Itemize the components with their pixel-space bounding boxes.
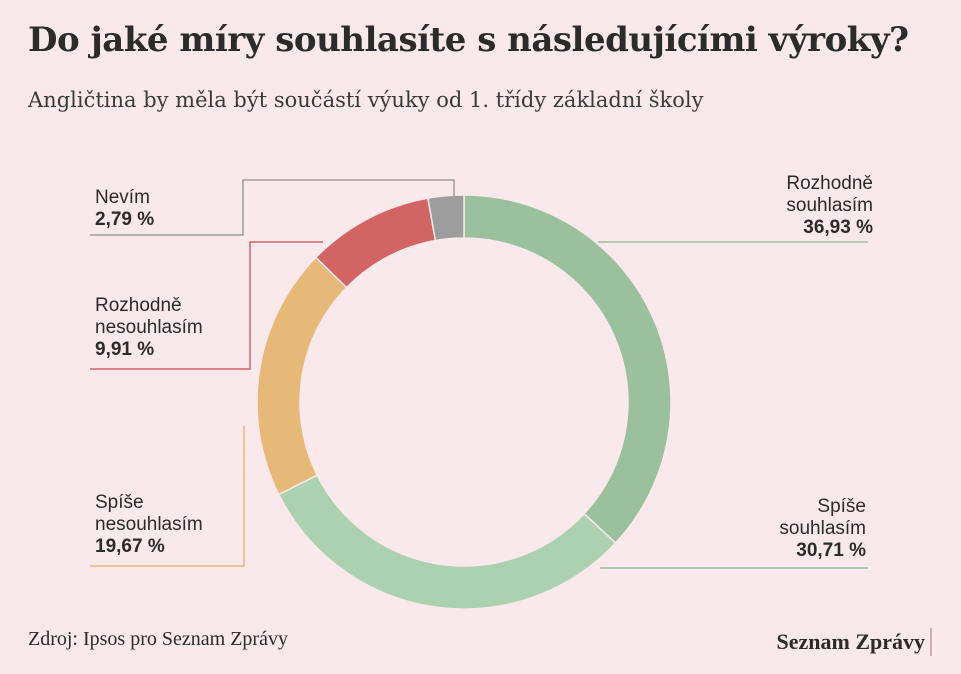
- donut-slice-2: [277, 474, 617, 610]
- label-name-line: Nevím: [95, 187, 150, 208]
- label-value: 2,79 %: [95, 209, 155, 230]
- label-value: 9,91 %: [95, 339, 155, 360]
- donut-slice-1: [463, 194, 672, 545]
- label-name-line: Spíše: [817, 496, 866, 517]
- label-spise-nesouhlasim: Spíše nesouhlasím 19,67 %: [95, 492, 203, 558]
- donut-slice-5: [427, 194, 465, 242]
- label-rozhodne-nesouhlasim: Rozhodně nesouhlasím 9,91 %: [95, 295, 203, 361]
- brand-logo: Seznam Zprávy: [776, 629, 926, 654]
- brand-divider: [930, 628, 932, 656]
- label-name-line: Rozhodně: [95, 295, 182, 316]
- label-rozhodne-souhlasim: Rozhodně souhlasím 36,93 %: [786, 173, 873, 239]
- label-name-line: nesouhlasím: [95, 514, 203, 535]
- donut-slice-4: [314, 197, 437, 289]
- label-name-line: souhlasím: [786, 195, 873, 216]
- donut-slice-3: [256, 256, 348, 496]
- label-value: 30,71 %: [796, 540, 866, 561]
- label-name-line: souhlasím: [779, 518, 866, 539]
- label-value: 36,93 %: [803, 217, 873, 238]
- label-value: 19,67 %: [95, 536, 165, 557]
- source-note: Zdroj: Ipsos pro Seznam Zprávy: [28, 628, 288, 650]
- leader-line-5: [90, 179, 455, 236]
- label-name-line: Rozhodně: [786, 173, 873, 194]
- label-name-line: Spíše: [95, 492, 144, 513]
- label-nevim: Nevím 2,79 %: [95, 187, 154, 231]
- leader-line-3: [90, 426, 245, 567]
- label-name-line: nesouhlasím: [95, 317, 203, 338]
- label-spise-souhlasim: Spíše souhlasím 30,71 %: [779, 496, 866, 562]
- chart-subtitle: Angličtina by měla být součástí výuky od…: [28, 88, 704, 112]
- leader-line-4: [90, 241, 323, 370]
- chart-title: Do jaké míry souhlasíte s následujícími …: [28, 20, 909, 60]
